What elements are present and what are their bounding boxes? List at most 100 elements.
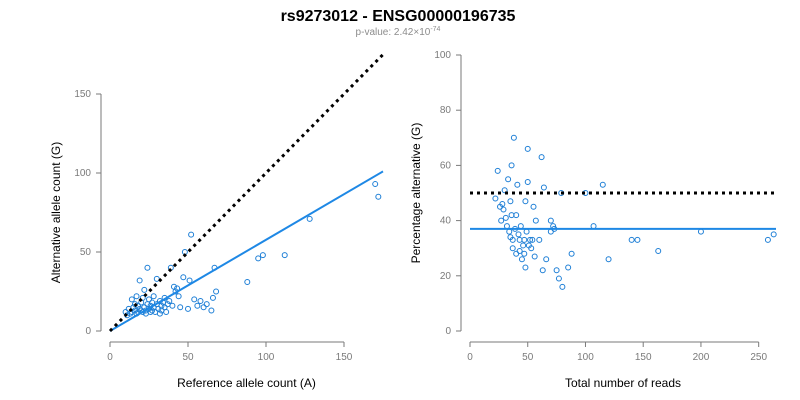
data-point bbox=[194, 302, 201, 309]
pvalue-exponent: -74 bbox=[430, 26, 440, 33]
data-point bbox=[133, 293, 140, 300]
data-point bbox=[522, 198, 529, 205]
data-point bbox=[128, 296, 135, 303]
data-point bbox=[208, 307, 215, 314]
data-point bbox=[188, 231, 195, 238]
data-point bbox=[156, 310, 163, 317]
reference-dotted-line bbox=[108, 53, 385, 333]
data-point bbox=[634, 236, 641, 243]
data-point bbox=[565, 264, 572, 271]
data-point bbox=[200, 304, 207, 311]
data-point bbox=[244, 279, 251, 286]
data-point bbox=[213, 288, 220, 295]
chart-title: rs9273012 - ENSG00000196735 bbox=[281, 8, 516, 25]
chart-subtitle-pvalue: p-value: 2.42×10-74 bbox=[356, 26, 441, 38]
data-point bbox=[131, 301, 138, 308]
data-point bbox=[524, 178, 531, 185]
data-point bbox=[628, 236, 635, 243]
data-point bbox=[517, 223, 524, 230]
data-point bbox=[523, 228, 530, 235]
data-point bbox=[500, 206, 507, 213]
data-point bbox=[521, 250, 528, 257]
x-tick-label: 250 bbox=[750, 352, 767, 363]
data-point bbox=[146, 296, 152, 303]
data-point bbox=[553, 267, 560, 274]
y-tick-label: 60 bbox=[440, 160, 452, 171]
data-point bbox=[499, 201, 506, 208]
data-point bbox=[185, 305, 191, 312]
y-tick-label: 0 bbox=[85, 326, 91, 337]
data-points bbox=[492, 134, 777, 290]
data-point bbox=[197, 297, 204, 304]
allele-count-scatter-panel: 0 50 100 150 0 50 100 150 Reference allele count… bbox=[49, 53, 385, 390]
y-axis-label: Alternative allele count (G) bbox=[49, 142, 63, 283]
data-point bbox=[180, 274, 187, 281]
data-point bbox=[255, 255, 262, 262]
data-point bbox=[501, 187, 508, 194]
data-point bbox=[209, 294, 216, 301]
data-point bbox=[655, 247, 662, 254]
data-point bbox=[516, 247, 523, 254]
data-point bbox=[494, 167, 501, 174]
data-point bbox=[697, 228, 704, 235]
data-point bbox=[259, 252, 266, 259]
data-point bbox=[770, 231, 777, 238]
data-point bbox=[281, 252, 288, 259]
data-point bbox=[492, 195, 499, 202]
data-point bbox=[568, 250, 575, 257]
y-tick-label: 100 bbox=[74, 168, 91, 179]
data-point bbox=[605, 256, 612, 263]
x-tick-label: 150 bbox=[336, 352, 353, 363]
data-point bbox=[503, 223, 510, 230]
data-point bbox=[524, 145, 531, 152]
pvalue-prefix: p-value: 2.42×10 bbox=[356, 27, 431, 38]
data-point bbox=[498, 217, 505, 224]
percentage-alternative-scatter-panel: 0 50 100 150 200 250 0 20 40 60 80 100 Total number … bbox=[409, 50, 777, 390]
y-tick-label: 50 bbox=[80, 247, 92, 258]
data-point bbox=[513, 250, 520, 257]
data-point bbox=[559, 283, 566, 290]
data-point bbox=[166, 297, 173, 304]
data-point bbox=[599, 181, 606, 188]
data-point bbox=[177, 304, 184, 311]
data-point bbox=[518, 256, 525, 263]
data-point bbox=[508, 162, 515, 169]
data-point bbox=[139, 294, 146, 301]
y-tick-label: 80 bbox=[440, 105, 452, 116]
data-point bbox=[527, 236, 534, 243]
data-point bbox=[547, 228, 554, 235]
data-point bbox=[149, 307, 156, 314]
data-point bbox=[203, 301, 210, 308]
data-point bbox=[590, 223, 597, 230]
data-point bbox=[536, 236, 543, 243]
data-point bbox=[141, 286, 148, 293]
data-point bbox=[528, 245, 535, 252]
data-point bbox=[136, 277, 143, 284]
y-tick-label: 40 bbox=[440, 216, 452, 227]
data-point bbox=[175, 293, 182, 300]
data-point bbox=[506, 228, 513, 235]
data-point bbox=[509, 236, 516, 243]
x-tick-label: 0 bbox=[107, 352, 113, 363]
data-point bbox=[531, 253, 538, 260]
x-axis-label: Total number of reads bbox=[565, 376, 681, 390]
data-point bbox=[514, 181, 521, 188]
data-point bbox=[191, 296, 198, 303]
x-tick-label: 150 bbox=[635, 352, 652, 363]
regression-fit-line bbox=[109, 170, 384, 332]
data-point bbox=[375, 193, 382, 200]
x-tick-label: 100 bbox=[577, 352, 594, 363]
data-point bbox=[509, 245, 516, 252]
x-tick-label: 100 bbox=[258, 352, 275, 363]
x-tick-label: 50 bbox=[522, 352, 534, 363]
data-point bbox=[306, 215, 313, 222]
data-point bbox=[538, 154, 545, 161]
data-point bbox=[532, 217, 539, 224]
data-point bbox=[521, 236, 528, 243]
data-point bbox=[520, 242, 527, 249]
data-point bbox=[507, 198, 514, 205]
data-point bbox=[529, 236, 536, 243]
data-point bbox=[502, 214, 509, 221]
data-point bbox=[505, 176, 512, 183]
